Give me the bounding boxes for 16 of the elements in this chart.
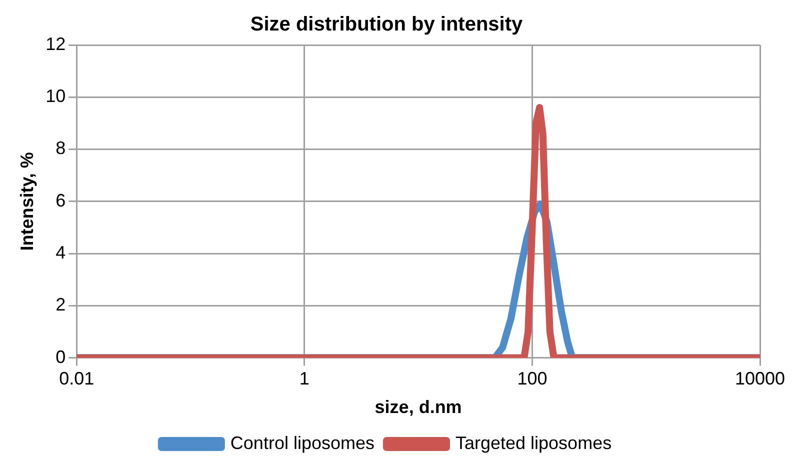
y-tick-label: 12 bbox=[46, 34, 66, 54]
x-tick-label: 0.01 bbox=[59, 368, 94, 389]
y-tick-label: 8 bbox=[56, 138, 66, 158]
legend-label: Control liposomes bbox=[230, 432, 374, 453]
chart-title: Size distribution by intensity bbox=[250, 14, 524, 36]
y-tick-label: 10 bbox=[46, 86, 66, 106]
y-tick-label: 6 bbox=[56, 190, 66, 210]
y-axis-title: Intensity, % bbox=[16, 152, 37, 251]
legend-label: Targeted liposomes bbox=[455, 432, 612, 453]
x-axis-title: size, d.nm bbox=[374, 397, 462, 418]
x-tick-label: 10000 bbox=[734, 368, 786, 389]
y-tick-label: 2 bbox=[56, 294, 66, 315]
x-tick-label: 1 bbox=[299, 368, 310, 389]
x-tick-label: 100 bbox=[517, 368, 548, 389]
y-tick-label: 4 bbox=[56, 242, 66, 262]
y-tick-label: 0 bbox=[56, 346, 66, 367]
